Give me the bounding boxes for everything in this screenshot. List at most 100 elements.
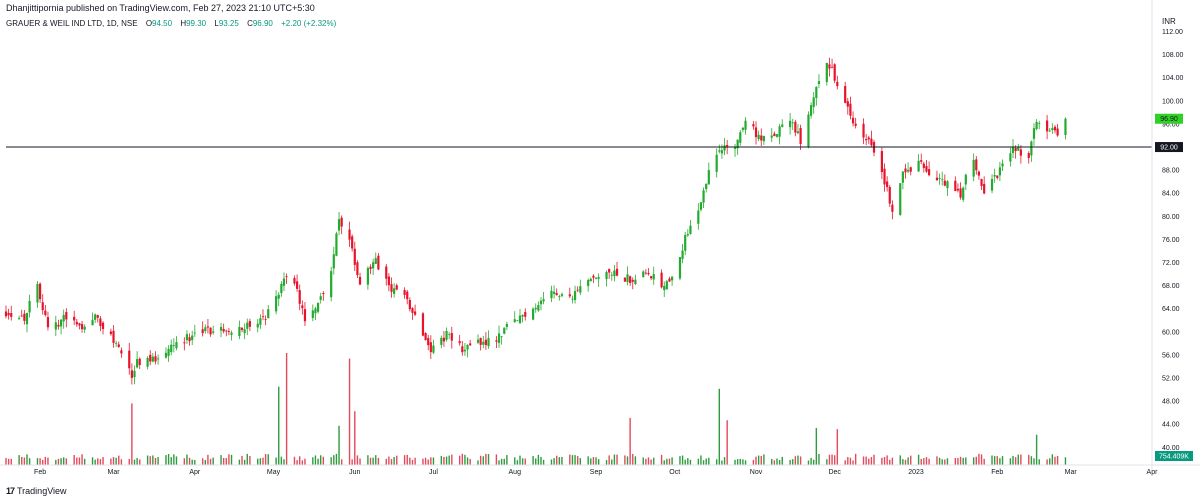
candle-body — [191, 335, 194, 341]
candle-body — [817, 81, 821, 85]
volume-bar — [592, 457, 595, 465]
volume-badge — [1155, 451, 1193, 461]
candle-body — [922, 163, 925, 168]
volume-bar — [26, 454, 28, 465]
candle-body — [605, 271, 608, 280]
volume-bar — [152, 455, 154, 465]
candle-body — [295, 281, 299, 289]
volume-bar — [556, 455, 558, 465]
price-tick-label: 52.00 — [1162, 376, 1180, 383]
footer-brand[interactable]: 17 TradingView — [6, 486, 67, 496]
candle-body — [815, 86, 818, 99]
candle-body — [668, 278, 671, 282]
volume-bar — [1033, 458, 1035, 465]
volume-bar — [941, 459, 943, 465]
volume-bar — [590, 458, 592, 465]
candle-body — [998, 167, 1001, 176]
candle-body — [62, 314, 65, 322]
candle-body — [149, 354, 152, 362]
volume-bar — [634, 456, 637, 465]
candle-body — [201, 329, 204, 334]
time-tick-label: Apr — [189, 469, 201, 476]
candle-body — [330, 271, 333, 298]
volume-bar — [7, 458, 10, 465]
candle-body — [429, 342, 432, 353]
candle-body — [752, 124, 755, 127]
volume-bar — [849, 457, 852, 465]
candle-body — [372, 262, 375, 269]
candle-body — [7, 312, 10, 316]
candle-body — [112, 330, 115, 343]
volume-bar — [396, 455, 398, 465]
candle-body — [781, 124, 784, 127]
candle-body — [1053, 126, 1057, 131]
candle-body — [293, 278, 296, 284]
candle-body — [909, 167, 912, 172]
volume-bar — [47, 457, 49, 465]
volume-bar — [243, 459, 246, 465]
candle-body — [99, 318, 102, 327]
volume-bar — [907, 457, 909, 465]
candle-body — [138, 358, 141, 365]
volume-bar — [807, 460, 810, 465]
volume-bar — [991, 455, 993, 465]
volume-bar — [359, 458, 361, 465]
candle-body — [587, 280, 590, 287]
volume-bar — [220, 455, 222, 465]
volume-bar — [146, 455, 149, 465]
volume-bar — [702, 460, 705, 465]
candle-body — [558, 296, 561, 297]
volume-bar — [299, 456, 301, 465]
volume-bar — [482, 456, 484, 465]
volume-bar — [813, 459, 815, 465]
candle-body — [888, 187, 891, 204]
legend-change: +2.20 (+2.32%) — [281, 19, 337, 28]
volume-bar — [21, 456, 23, 465]
volume-bar — [393, 457, 395, 465]
volume-bar — [616, 454, 618, 465]
price-axis: 112.00 108.00 104.00 100.00 96.00 92.00 88.00 8… — [1162, 29, 1184, 452]
volume-bar — [708, 457, 710, 465]
volume-bar — [317, 458, 319, 465]
volume-bar — [406, 454, 408, 465]
candle-body — [972, 159, 975, 177]
candle-body — [715, 154, 718, 172]
volume-bar — [367, 455, 369, 465]
volume-bar — [81, 454, 83, 465]
candle-body — [943, 180, 946, 186]
candle-body — [157, 358, 160, 360]
candle-body — [445, 330, 448, 340]
candle-body — [311, 310, 314, 319]
last-price-badge — [1155, 113, 1183, 124]
candle-body — [243, 329, 246, 334]
candle-body — [322, 292, 325, 294]
price-tick-label: 68.00 — [1162, 283, 1180, 290]
volume-bar — [110, 458, 112, 465]
volume-bar — [432, 457, 435, 465]
price-tick-label: 112.00 — [1162, 29, 1183, 36]
volume-bar — [154, 457, 157, 465]
volume-bar — [697, 458, 700, 465]
candle-body — [726, 145, 729, 147]
volume-bar — [726, 420, 728, 465]
volume-bar — [868, 458, 870, 465]
volume-bar — [744, 460, 747, 465]
price-tick-label: 88.00 — [1162, 168, 1180, 175]
volume-bar — [571, 455, 574, 465]
volume-bar — [228, 454, 230, 465]
volume-bar — [275, 457, 277, 465]
volume-bar — [569, 454, 571, 465]
price-tick-label: 56.00 — [1162, 352, 1180, 359]
candle-body — [427, 338, 430, 346]
volume-bar — [700, 455, 702, 465]
volume-bar — [1020, 454, 1022, 465]
candle-body — [1009, 153, 1012, 162]
candle-body — [629, 276, 632, 283]
volume-bar — [131, 403, 133, 465]
candle-body — [833, 64, 836, 81]
candle-body — [524, 312, 527, 317]
volume-bar — [1064, 457, 1067, 465]
volume-bar — [333, 455, 335, 465]
candle-body — [773, 133, 776, 137]
